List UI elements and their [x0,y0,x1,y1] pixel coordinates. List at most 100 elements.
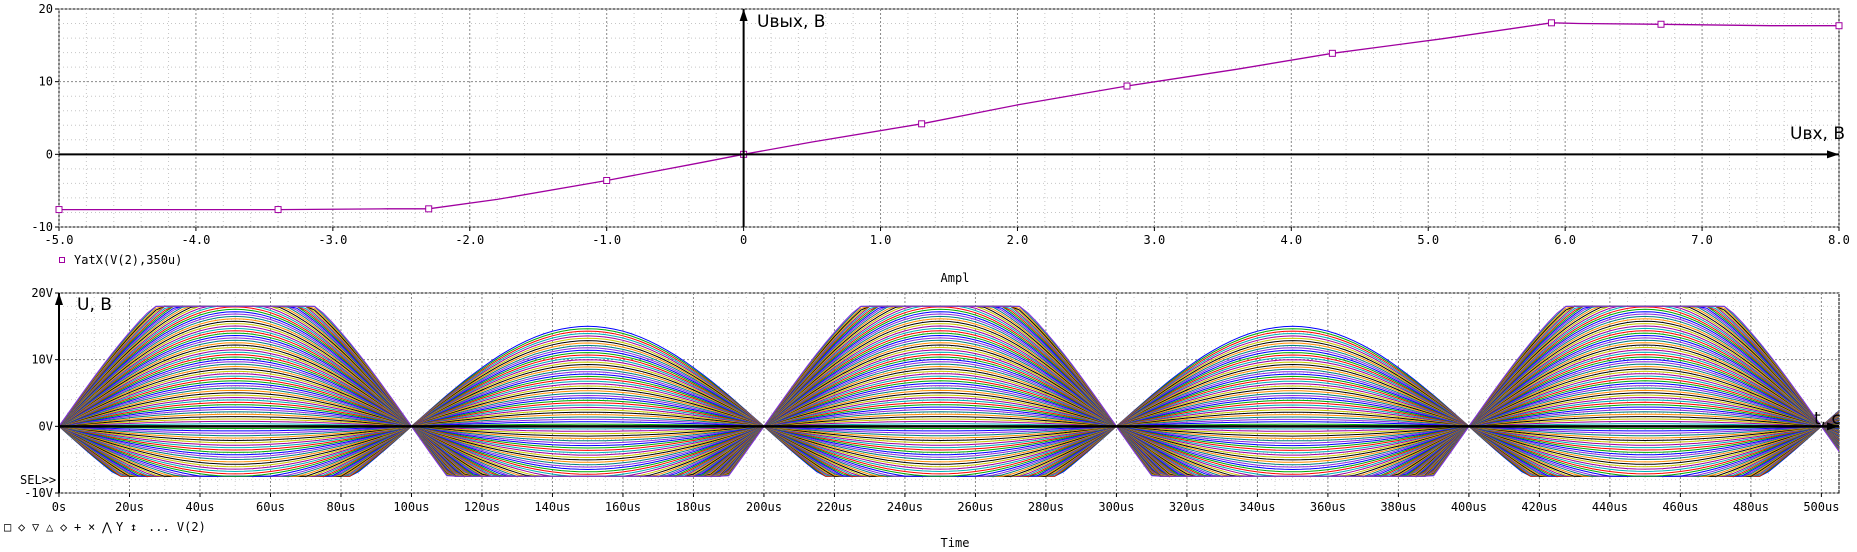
legend-trace-marker-icon: □ [4,520,11,534]
sweep-trace [58,416,1840,437]
bottom-y-tick-label: 10V [31,353,53,367]
top-series-marker [918,120,926,128]
bottom-x-tick-label: 180us [675,500,711,514]
top-y-tick-label: 10 [39,75,53,89]
top-x-tick-label: -4.0 [181,233,210,247]
bottom-x-tick-label: 360us [1310,500,1346,514]
top-series-marker [274,206,282,214]
bottom-x-tick-label: 160us [605,500,641,514]
bottom-y-tick-label: 0V [39,419,53,433]
sweep-trace [58,305,1840,477]
sweep-trace [58,356,1840,477]
top-x-tick-label: 2.0 [1007,233,1029,247]
top-y-tick-label: -10 [31,220,53,234]
bottom-y-axis-annotation: U, В [77,295,112,315]
sweep-trace [58,387,1840,466]
legend-trace-marker-icon: × [88,520,95,534]
sweep-trace [58,370,1840,477]
legend-marker-icon [59,257,65,263]
top-x-tick-label: 0 [740,233,747,247]
transient-sweep-chart: 0s 20us 40us 60us 80us 100us 120us 140us 160us 18… [4,286,1841,550]
sweep-trace [58,339,1840,477]
top-x-axis-annotation: Uвх, В [1790,124,1845,144]
top-series-marker [55,206,63,214]
sweep-trace [58,413,1840,439]
legend-trace-marker-icon: ▽ [32,520,40,534]
sweep-trace [58,334,1840,477]
sweep-trace [58,354,1840,477]
top-x-tick-label: -3.0 [318,233,347,247]
sweep-trace [58,337,1840,477]
bottom-x-tick-label: 460us [1662,500,1698,514]
bottom-y-arrowhead [55,293,63,305]
sweep-trace [58,383,1840,470]
sweep-trace [58,315,1840,477]
top-series-marker [425,205,433,213]
sweep-trace [58,313,1840,477]
sweep-trace [58,406,1840,446]
top-x-arrowhead [1827,150,1839,159]
sweep-trace [58,346,1840,477]
top-x-tick-label: 1.0 [870,233,892,247]
transfer-characteristic-chart: -5.0 -4.0 -3.0 -2.0 -1.0 0 1.0 2.0 3.0 4.0 5.0 6.0 7… [31,2,1850,285]
sweep-trace [58,409,1840,444]
bottom-x-tick-label: 20us [115,500,144,514]
sweep-trace [58,385,1840,468]
sweep-trace [58,361,1840,477]
bottom-y-tick-label: -10V [24,486,53,500]
bottom-x-tick-label: 0s [52,500,66,514]
top-axes [59,9,1839,227]
bottom-x-axis-label: Time [941,536,970,550]
sweep-trace [58,380,1840,473]
legend-trace-marker-icon: ⋀ [101,520,112,534]
top-series-marker [1657,20,1665,28]
top-x-tick-label: -1.0 [592,233,621,247]
sweep-trace [58,377,1840,475]
bottom-x-tick-label: 440us [1592,500,1628,514]
sweep-trace [58,396,1840,456]
bottom-x-tick-label: 40us [186,500,215,514]
bottom-y-tick-label: 20V [31,286,53,300]
sweep-trace [58,411,1840,442]
bottom-x-tick-label: 420us [1521,500,1557,514]
top-y-axis-annotation: Uвых, В [757,12,825,32]
top-x-tick-label: 6.0 [1554,233,1576,247]
sweep-trace [58,344,1840,477]
sweep-trace [58,390,1840,463]
top-x-tick-label: -2.0 [455,233,484,247]
sweep-trace [58,399,1840,453]
sweep-trace [58,373,1840,477]
bottom-x-tick-label: 80us [327,500,356,514]
bottom-x-tick-label: 260us [957,500,993,514]
sweep-trace [58,389,1840,463]
sweep-trace [58,375,1840,477]
sweep-trace [58,368,1840,477]
sweep-trace [58,380,1840,473]
sweep-trace [58,394,1840,458]
sweep-trace [58,311,1840,477]
sweep-trace [58,332,1840,477]
bottom-x-tick-label: 500us [1803,500,1839,514]
bottom-legend-label: ... V(2) [148,520,206,534]
sweep-trace [58,365,1840,477]
legend-trace-marker-icon: ◇ [60,520,68,534]
sweep-trace [58,418,1840,435]
sweep-trace [58,402,1840,451]
sweep-trace [58,330,1840,477]
top-series-marker [603,176,611,184]
sweep-trace [58,404,1840,449]
sweep-trace [58,401,1840,451]
bottom-x-tick-label: 60us [256,500,285,514]
bottom-x-tick-label: 240us [887,500,923,514]
bottom-tick-labels: 0s 20us 40us 60us 80us 100us 120us 140us 160us 18… [24,286,1839,514]
sweep-trace [58,358,1840,477]
bottom-x-tick-label: 220us [816,500,852,514]
bottom-x-tick-label: 380us [1380,500,1416,514]
bottom-x-tick-label: 340us [1239,500,1275,514]
sweep-trace [58,363,1840,477]
sweep-trace [58,404,1840,449]
top-y-tick-label: 20 [39,2,53,16]
top-series-marker [1328,49,1336,57]
top-x-tick-label: 7.0 [1691,233,1713,247]
